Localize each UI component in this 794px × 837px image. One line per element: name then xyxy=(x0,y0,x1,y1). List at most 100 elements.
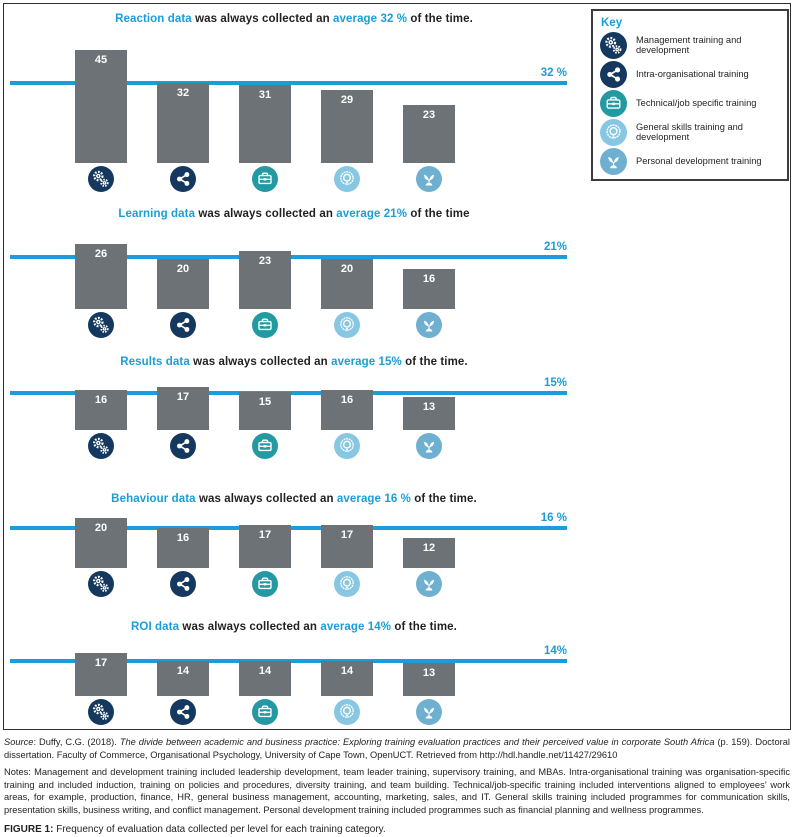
bar: 17 xyxy=(321,525,373,568)
legend-item: General skills training and development xyxy=(600,118,780,147)
bar-value-label: 13 xyxy=(422,401,436,413)
bar-value-label: 31 xyxy=(258,89,272,101)
briefcase-icon xyxy=(239,312,291,338)
bar-value-label: 32 xyxy=(176,87,190,99)
average-line-label: 16 % xyxy=(540,512,567,524)
bar-value-label: 16 xyxy=(422,273,436,285)
gears-icon xyxy=(75,571,127,597)
source-note: Source: Duffy, C.G. (2018). The divide b… xyxy=(4,736,790,761)
bar-group: 26 20 23 20 16 xyxy=(75,244,455,309)
bar: 20 xyxy=(321,259,373,309)
notes-text: : Management and development training in… xyxy=(4,767,790,815)
category-icon-row xyxy=(75,433,455,459)
bar-value-label: 23 xyxy=(422,109,436,121)
title-average: average 21% xyxy=(336,208,408,220)
bar-group: 20 16 17 17 12 xyxy=(75,518,455,568)
section-title-learning: Learning data was always collected an av… xyxy=(4,208,584,220)
bar: 14 xyxy=(157,661,209,696)
bar: 20 xyxy=(157,259,209,309)
lightbulb-icon xyxy=(321,166,373,192)
briefcase-icon xyxy=(239,433,291,459)
category-icon-row xyxy=(75,166,455,192)
title-average: average 15% xyxy=(331,356,402,368)
gears-icon xyxy=(75,433,127,459)
bar: 23 xyxy=(403,105,455,163)
share-icon xyxy=(157,699,209,725)
seedling-icon xyxy=(403,699,455,725)
legend-item: Technical/job specific training xyxy=(600,89,780,118)
bar: 16 xyxy=(321,390,373,430)
bar: 16 xyxy=(403,269,455,309)
bar-group: 17 14 14 14 13 xyxy=(75,653,455,696)
average-line-label: 15% xyxy=(543,376,567,389)
title-highlight: Reaction data xyxy=(115,13,192,25)
bar-value-label: 12 xyxy=(422,542,436,554)
plot-results: 15% 16 17 15 16 13 xyxy=(4,377,790,430)
title-text: was always collected an xyxy=(191,13,333,25)
bar: 23 xyxy=(239,251,291,309)
briefcase-icon xyxy=(600,90,627,117)
bar-group: 45 32 31 29 23 xyxy=(75,50,455,163)
share-icon xyxy=(157,166,209,192)
bar: 29 xyxy=(321,90,373,163)
bar-value-label: 16 xyxy=(176,532,190,544)
bar: 16 xyxy=(75,390,127,430)
bar-value-label: 20 xyxy=(176,263,190,275)
legend-item: Personal development training xyxy=(600,147,780,176)
bar-value-label: 17 xyxy=(94,657,108,669)
title-text: of the time. xyxy=(401,356,468,368)
legend-key-box: Key Management training and development I… xyxy=(591,9,789,181)
source-label: Source xyxy=(4,737,34,747)
seedling-icon xyxy=(403,571,455,597)
bar: 17 xyxy=(157,387,209,430)
title-text: was always collected an xyxy=(179,621,321,633)
bar: 17 xyxy=(239,525,291,568)
legend-item-label: Intra-organisational training xyxy=(636,68,749,79)
legend-item-label: General skills training and development xyxy=(636,121,743,142)
plot-behaviour: 16 % 20 16 17 17 12 xyxy=(4,512,790,568)
legend-item: Management training and development xyxy=(600,31,780,60)
bar-value-label: 20 xyxy=(94,522,108,534)
legend-item-label: Management training and development xyxy=(636,34,742,55)
figure-caption-label: FIGURE 1: xyxy=(4,824,54,835)
lightbulb-icon xyxy=(321,312,373,338)
title-text: was always collected an xyxy=(195,208,337,220)
seedling-icon xyxy=(403,433,455,459)
title-text: of the time. xyxy=(407,13,473,25)
title-text: of the time. xyxy=(410,493,477,505)
bar-value-label: 16 xyxy=(94,394,108,406)
title-text: of the time xyxy=(407,208,470,220)
share-icon xyxy=(157,571,209,597)
figure-footer: Source: Duffy, C.G. (2018). The divide b… xyxy=(4,736,790,837)
lightbulb-icon xyxy=(321,433,373,459)
lightbulb-icon xyxy=(321,699,373,725)
legend-title: Key xyxy=(601,17,623,29)
seedling-icon xyxy=(403,166,455,192)
title-highlight: Results data xyxy=(120,356,190,368)
seedling-icon xyxy=(600,148,627,175)
bar-value-label: 15 xyxy=(258,396,272,408)
category-icon-row xyxy=(75,571,455,597)
share-icon xyxy=(157,433,209,459)
title-text: was always collected an xyxy=(189,356,332,368)
average-line-label: 21% xyxy=(543,240,567,253)
source-citation: : Duffy, C.G. (2018). xyxy=(33,737,120,747)
title-highlight: Learning data xyxy=(118,208,196,220)
plot-learning: 21% 26 20 23 20 16 xyxy=(4,240,790,309)
bar: 20 xyxy=(75,518,127,568)
title-average: average 14% xyxy=(320,621,392,633)
briefcase-icon xyxy=(239,166,291,192)
legend-item-label: Personal development training xyxy=(636,155,762,166)
legend-list: Management training and development Intra… xyxy=(600,31,780,176)
bar-value-label: 23 xyxy=(258,255,272,267)
bar-value-label: 13 xyxy=(422,667,436,679)
title-highlight: ROI data xyxy=(131,621,180,633)
bar-group: 16 17 15 16 13 xyxy=(75,387,455,430)
title-average: average 32 % xyxy=(333,13,408,25)
section-title-roi: ROI data was always collected an average… xyxy=(4,621,584,633)
notes-paragraph: Notes: Management and development traini… xyxy=(4,766,790,816)
bar: 13 xyxy=(403,397,455,430)
bar-value-label: 14 xyxy=(176,665,190,677)
average-line xyxy=(10,81,567,85)
figure-frame: Key Management training and development I… xyxy=(3,3,791,730)
